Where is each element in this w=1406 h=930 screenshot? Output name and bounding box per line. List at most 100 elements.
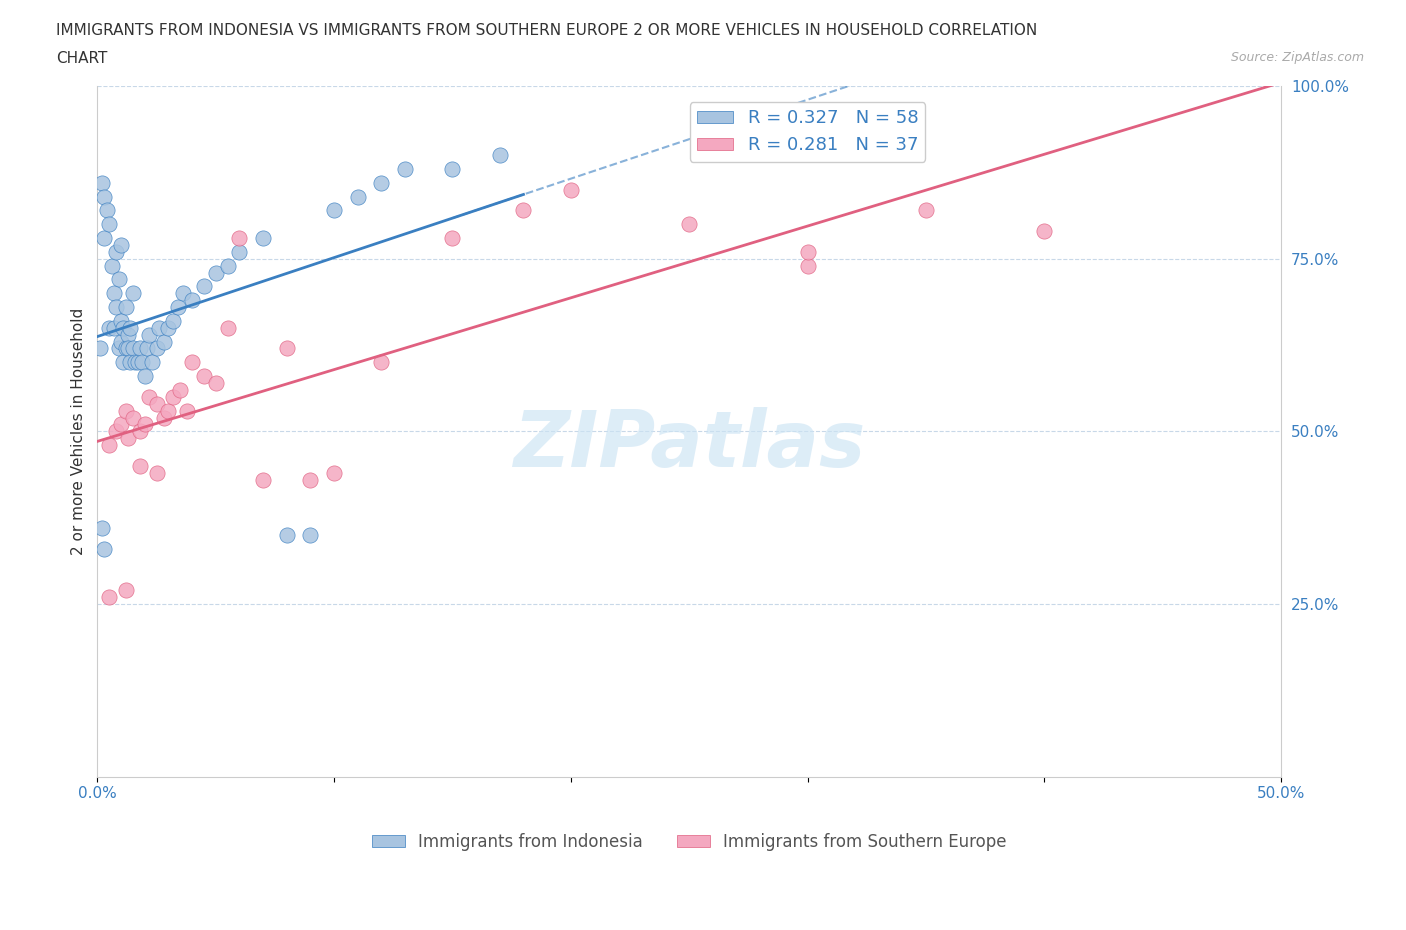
Point xyxy=(252,472,274,487)
Text: CHART: CHART xyxy=(56,51,108,66)
Point xyxy=(98,320,121,335)
Point xyxy=(114,583,136,598)
Point xyxy=(169,382,191,397)
Point xyxy=(181,355,204,370)
Point xyxy=(204,265,226,280)
Point xyxy=(114,341,136,356)
Point xyxy=(121,410,143,425)
Text: IMMIGRANTS FROM INDONESIA VS IMMIGRANTS FROM SOUTHERN EUROPE 2 OR MORE VEHICLES : IMMIGRANTS FROM INDONESIA VS IMMIGRANTS … xyxy=(56,23,1038,38)
Point xyxy=(93,231,115,246)
Point xyxy=(217,320,239,335)
Point xyxy=(441,162,464,177)
Point xyxy=(91,176,114,191)
Point xyxy=(299,527,322,542)
Point xyxy=(915,203,938,218)
Point xyxy=(276,341,298,356)
Point xyxy=(117,327,139,342)
Point xyxy=(141,355,163,370)
Point xyxy=(157,404,180,418)
Point xyxy=(323,203,346,218)
Point xyxy=(129,341,152,356)
Point xyxy=(93,541,115,556)
Point xyxy=(138,390,160,405)
Point xyxy=(796,245,818,259)
Point xyxy=(96,203,118,218)
Point xyxy=(560,182,582,197)
Point xyxy=(162,313,184,328)
Point xyxy=(136,341,159,356)
Point xyxy=(1033,223,1056,238)
Point xyxy=(148,320,170,335)
Point xyxy=(120,355,142,370)
Point xyxy=(370,176,392,191)
Point xyxy=(323,465,346,480)
Point xyxy=(89,341,111,356)
Point xyxy=(105,245,128,259)
Point xyxy=(134,417,156,432)
Point xyxy=(98,590,121,604)
Point xyxy=(114,404,136,418)
Point xyxy=(110,334,132,349)
Point xyxy=(112,320,135,335)
Point xyxy=(114,299,136,314)
Point xyxy=(193,279,215,294)
Point xyxy=(100,259,122,273)
Point xyxy=(138,327,160,342)
Point xyxy=(110,313,132,328)
Point xyxy=(228,245,250,259)
Point xyxy=(252,231,274,246)
Point xyxy=(217,259,239,273)
Point xyxy=(441,231,464,246)
Point xyxy=(796,259,818,273)
Point xyxy=(110,417,132,432)
Point xyxy=(131,355,153,370)
Point xyxy=(103,286,125,300)
Point xyxy=(98,217,121,232)
Text: ZIPatlas: ZIPatlas xyxy=(513,407,865,484)
Point xyxy=(129,424,152,439)
Point xyxy=(166,299,188,314)
Y-axis label: 2 or more Vehicles in Household: 2 or more Vehicles in Household xyxy=(72,308,86,555)
Point xyxy=(145,465,167,480)
Point xyxy=(103,320,125,335)
Point xyxy=(129,458,152,473)
Point xyxy=(204,376,226,391)
Point xyxy=(121,286,143,300)
Point xyxy=(370,355,392,370)
Text: Source: ZipAtlas.com: Source: ZipAtlas.com xyxy=(1230,51,1364,64)
Point xyxy=(91,521,114,536)
Point xyxy=(152,410,174,425)
Point xyxy=(134,368,156,383)
Point xyxy=(93,189,115,204)
Point xyxy=(107,272,129,286)
Point xyxy=(105,299,128,314)
Point xyxy=(152,334,174,349)
Point xyxy=(172,286,194,300)
Point xyxy=(98,438,121,453)
Point xyxy=(145,396,167,411)
Point xyxy=(512,203,534,218)
Point xyxy=(228,231,250,246)
Point xyxy=(346,189,368,204)
Point xyxy=(193,368,215,383)
Point xyxy=(678,217,700,232)
Point xyxy=(276,527,298,542)
Point xyxy=(299,472,322,487)
Point xyxy=(117,341,139,356)
Point xyxy=(124,355,146,370)
Point xyxy=(117,431,139,445)
Point xyxy=(176,404,198,418)
Point xyxy=(105,424,128,439)
Point xyxy=(394,162,416,177)
Point xyxy=(127,355,149,370)
Point xyxy=(145,341,167,356)
Legend: Immigrants from Indonesia, Immigrants from Southern Europe: Immigrants from Indonesia, Immigrants fr… xyxy=(366,827,1014,857)
Point xyxy=(120,320,142,335)
Point xyxy=(121,341,143,356)
Point xyxy=(157,320,180,335)
Point xyxy=(110,237,132,252)
Point xyxy=(107,341,129,356)
Point xyxy=(112,355,135,370)
Point xyxy=(162,390,184,405)
Point xyxy=(488,148,510,163)
